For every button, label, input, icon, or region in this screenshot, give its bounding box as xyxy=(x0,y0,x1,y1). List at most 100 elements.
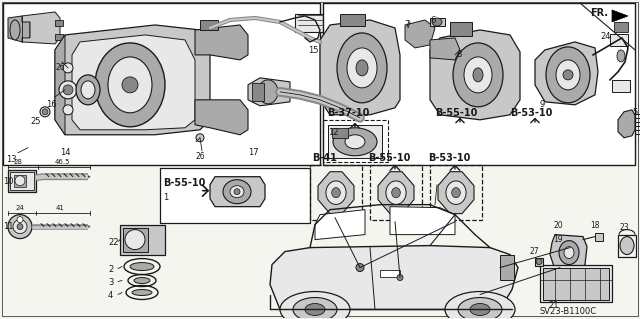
Polygon shape xyxy=(318,172,354,214)
Polygon shape xyxy=(210,177,265,207)
Bar xyxy=(500,255,514,279)
Ellipse shape xyxy=(452,188,460,198)
Ellipse shape xyxy=(15,176,25,186)
Text: 23: 23 xyxy=(620,223,630,232)
Ellipse shape xyxy=(458,298,502,319)
Ellipse shape xyxy=(536,259,542,264)
Ellipse shape xyxy=(564,247,574,259)
Ellipse shape xyxy=(134,278,150,284)
Ellipse shape xyxy=(337,33,387,103)
Ellipse shape xyxy=(470,303,490,315)
Bar xyxy=(332,128,348,138)
Polygon shape xyxy=(550,234,587,272)
Ellipse shape xyxy=(17,217,23,223)
Ellipse shape xyxy=(196,134,204,142)
Polygon shape xyxy=(618,110,635,138)
Text: B-37-10: B-37-10 xyxy=(327,108,369,118)
Text: B-53-10: B-53-10 xyxy=(510,108,552,118)
Polygon shape xyxy=(55,35,65,135)
Text: 13: 13 xyxy=(6,155,17,164)
Polygon shape xyxy=(195,100,248,135)
Polygon shape xyxy=(8,16,30,42)
Ellipse shape xyxy=(8,215,32,239)
Ellipse shape xyxy=(223,180,251,204)
Bar xyxy=(160,168,310,223)
Ellipse shape xyxy=(81,81,95,99)
Bar xyxy=(200,20,218,30)
Text: 4: 4 xyxy=(108,291,113,300)
Ellipse shape xyxy=(40,107,50,117)
Bar xyxy=(14,175,26,187)
Text: 46.5: 46.5 xyxy=(54,159,70,165)
Text: B-55-10: B-55-10 xyxy=(368,153,410,163)
Polygon shape xyxy=(378,172,414,214)
Text: 27: 27 xyxy=(530,247,540,256)
Bar xyxy=(123,228,148,252)
Polygon shape xyxy=(430,38,460,60)
Ellipse shape xyxy=(386,181,406,204)
Bar xyxy=(595,233,603,241)
Bar xyxy=(370,165,422,220)
Ellipse shape xyxy=(347,48,377,88)
Ellipse shape xyxy=(42,109,48,115)
Text: 24: 24 xyxy=(15,205,24,211)
Text: 11: 11 xyxy=(3,222,13,231)
Text: 17: 17 xyxy=(248,148,259,157)
Bar xyxy=(612,80,630,92)
Ellipse shape xyxy=(132,290,152,295)
Bar xyxy=(323,3,635,165)
Polygon shape xyxy=(86,175,90,179)
Bar xyxy=(450,22,472,36)
Ellipse shape xyxy=(356,263,364,271)
Ellipse shape xyxy=(397,275,403,280)
Bar xyxy=(120,225,165,255)
Bar xyxy=(10,172,34,190)
Text: 24: 24 xyxy=(600,32,611,41)
Text: 15: 15 xyxy=(308,46,319,55)
Polygon shape xyxy=(320,20,400,115)
Polygon shape xyxy=(315,210,365,240)
Text: B-53-10: B-53-10 xyxy=(428,153,470,163)
Polygon shape xyxy=(195,25,248,60)
Ellipse shape xyxy=(473,68,483,82)
Polygon shape xyxy=(405,20,435,48)
Ellipse shape xyxy=(293,298,337,319)
Text: 2: 2 xyxy=(108,264,113,274)
Polygon shape xyxy=(438,172,474,214)
Ellipse shape xyxy=(305,303,325,315)
Polygon shape xyxy=(535,42,598,105)
Text: SV23-B1100C: SV23-B1100C xyxy=(540,308,597,316)
Ellipse shape xyxy=(453,43,503,107)
Ellipse shape xyxy=(76,75,100,105)
Text: 1: 1 xyxy=(163,193,168,202)
Polygon shape xyxy=(248,78,290,106)
Bar xyxy=(8,170,36,192)
Ellipse shape xyxy=(63,105,73,115)
Ellipse shape xyxy=(108,57,152,113)
Text: 8: 8 xyxy=(456,50,461,59)
Text: 19: 19 xyxy=(553,234,563,244)
Bar xyxy=(55,34,63,40)
Ellipse shape xyxy=(17,224,23,230)
Ellipse shape xyxy=(563,70,573,80)
Polygon shape xyxy=(390,207,455,234)
Text: 7: 7 xyxy=(404,20,410,29)
Ellipse shape xyxy=(556,60,580,90)
Text: B-55-10: B-55-10 xyxy=(435,108,477,118)
Bar xyxy=(610,34,628,46)
Polygon shape xyxy=(55,25,210,135)
Ellipse shape xyxy=(446,181,466,204)
Bar xyxy=(535,257,543,265)
Ellipse shape xyxy=(63,63,73,73)
Bar xyxy=(543,268,609,300)
Bar xyxy=(310,165,362,220)
Ellipse shape xyxy=(546,47,590,103)
Bar xyxy=(540,264,612,302)
Polygon shape xyxy=(270,246,518,309)
Bar xyxy=(380,270,400,277)
Ellipse shape xyxy=(130,263,154,271)
Text: 20: 20 xyxy=(553,221,563,230)
Text: B-55-10: B-55-10 xyxy=(163,178,205,188)
Text: 9: 9 xyxy=(540,100,545,109)
Ellipse shape xyxy=(392,188,401,198)
